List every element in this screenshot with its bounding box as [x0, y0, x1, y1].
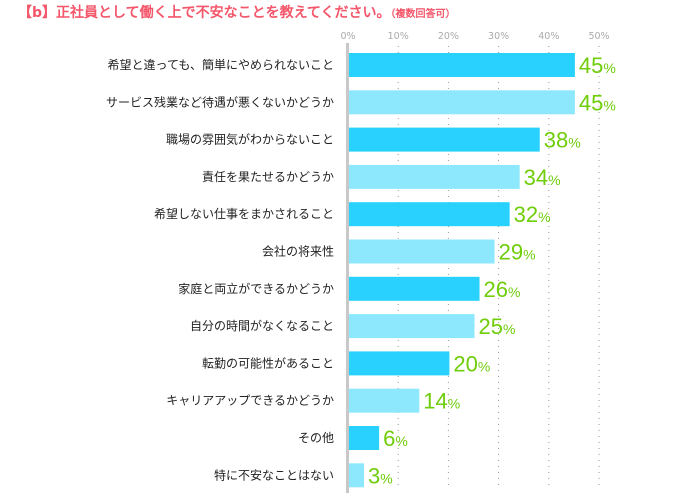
- value-label: 38%: [544, 128, 581, 153]
- value-label: 25%: [479, 314, 516, 339]
- category-label: サービス残業など待遇が悪くないかどうか: [106, 94, 334, 109]
- value-label: 20%: [453, 351, 490, 376]
- bar: [349, 53, 575, 77]
- value-label: 34%: [524, 165, 561, 190]
- bar: [349, 351, 450, 376]
- category-label: その他: [298, 431, 334, 445]
- bar: [349, 164, 520, 189]
- x-tick-label: 40%: [538, 31, 559, 42]
- value-label: 45%: [579, 90, 616, 115]
- value-label: 3%: [368, 463, 393, 488]
- value-label: 45%: [579, 53, 616, 78]
- bar: [349, 202, 510, 227]
- category-label: キャリアアップできるかどうか: [166, 394, 334, 408]
- category-label: 職場の雰囲気がわからないこと: [166, 132, 334, 147]
- category-label: 会社の将来性: [262, 244, 334, 259]
- bar: [349, 276, 480, 301]
- category-label: 転勤の可能性があること: [202, 355, 334, 370]
- bar: [349, 90, 575, 115]
- x-tick-label: 30%: [488, 31, 509, 42]
- bar: [349, 239, 495, 264]
- value-label: 6%: [383, 426, 408, 451]
- category-label: 希望しない仕事をまかされること: [154, 206, 334, 221]
- bar: [349, 127, 540, 152]
- category-label: 家庭と両立ができるかどうか: [178, 281, 334, 296]
- value-label: 26%: [484, 277, 521, 302]
- category-label: 責任を果たせるかどうか: [202, 170, 334, 184]
- category-label: 希望と違っても、簡単にやめられないこと: [108, 57, 334, 72]
- x-tick-label: 10%: [388, 31, 409, 42]
- category-label: 特に不安なことはない: [214, 467, 334, 482]
- category-label: 自分の時間がなくなること: [190, 318, 334, 333]
- chart-subtitle: （複数回答可）: [390, 9, 456, 20]
- x-tick-label: 50%: [588, 31, 609, 42]
- x-tick-label: 20%: [438, 31, 459, 42]
- bar: [349, 426, 380, 450]
- value-label: 14%: [423, 389, 460, 414]
- chart-title: 【b】正社員として働く上で不安なことを教えてください。（複数回答可）: [18, 5, 456, 21]
- x-tick-label: 0%: [340, 31, 355, 42]
- value-label: 32%: [514, 202, 551, 227]
- bar: [349, 463, 365, 488]
- bar: [349, 388, 420, 413]
- y-axis-line: [346, 43, 349, 493]
- bar: [349, 314, 475, 339]
- value-label: 29%: [499, 240, 536, 265]
